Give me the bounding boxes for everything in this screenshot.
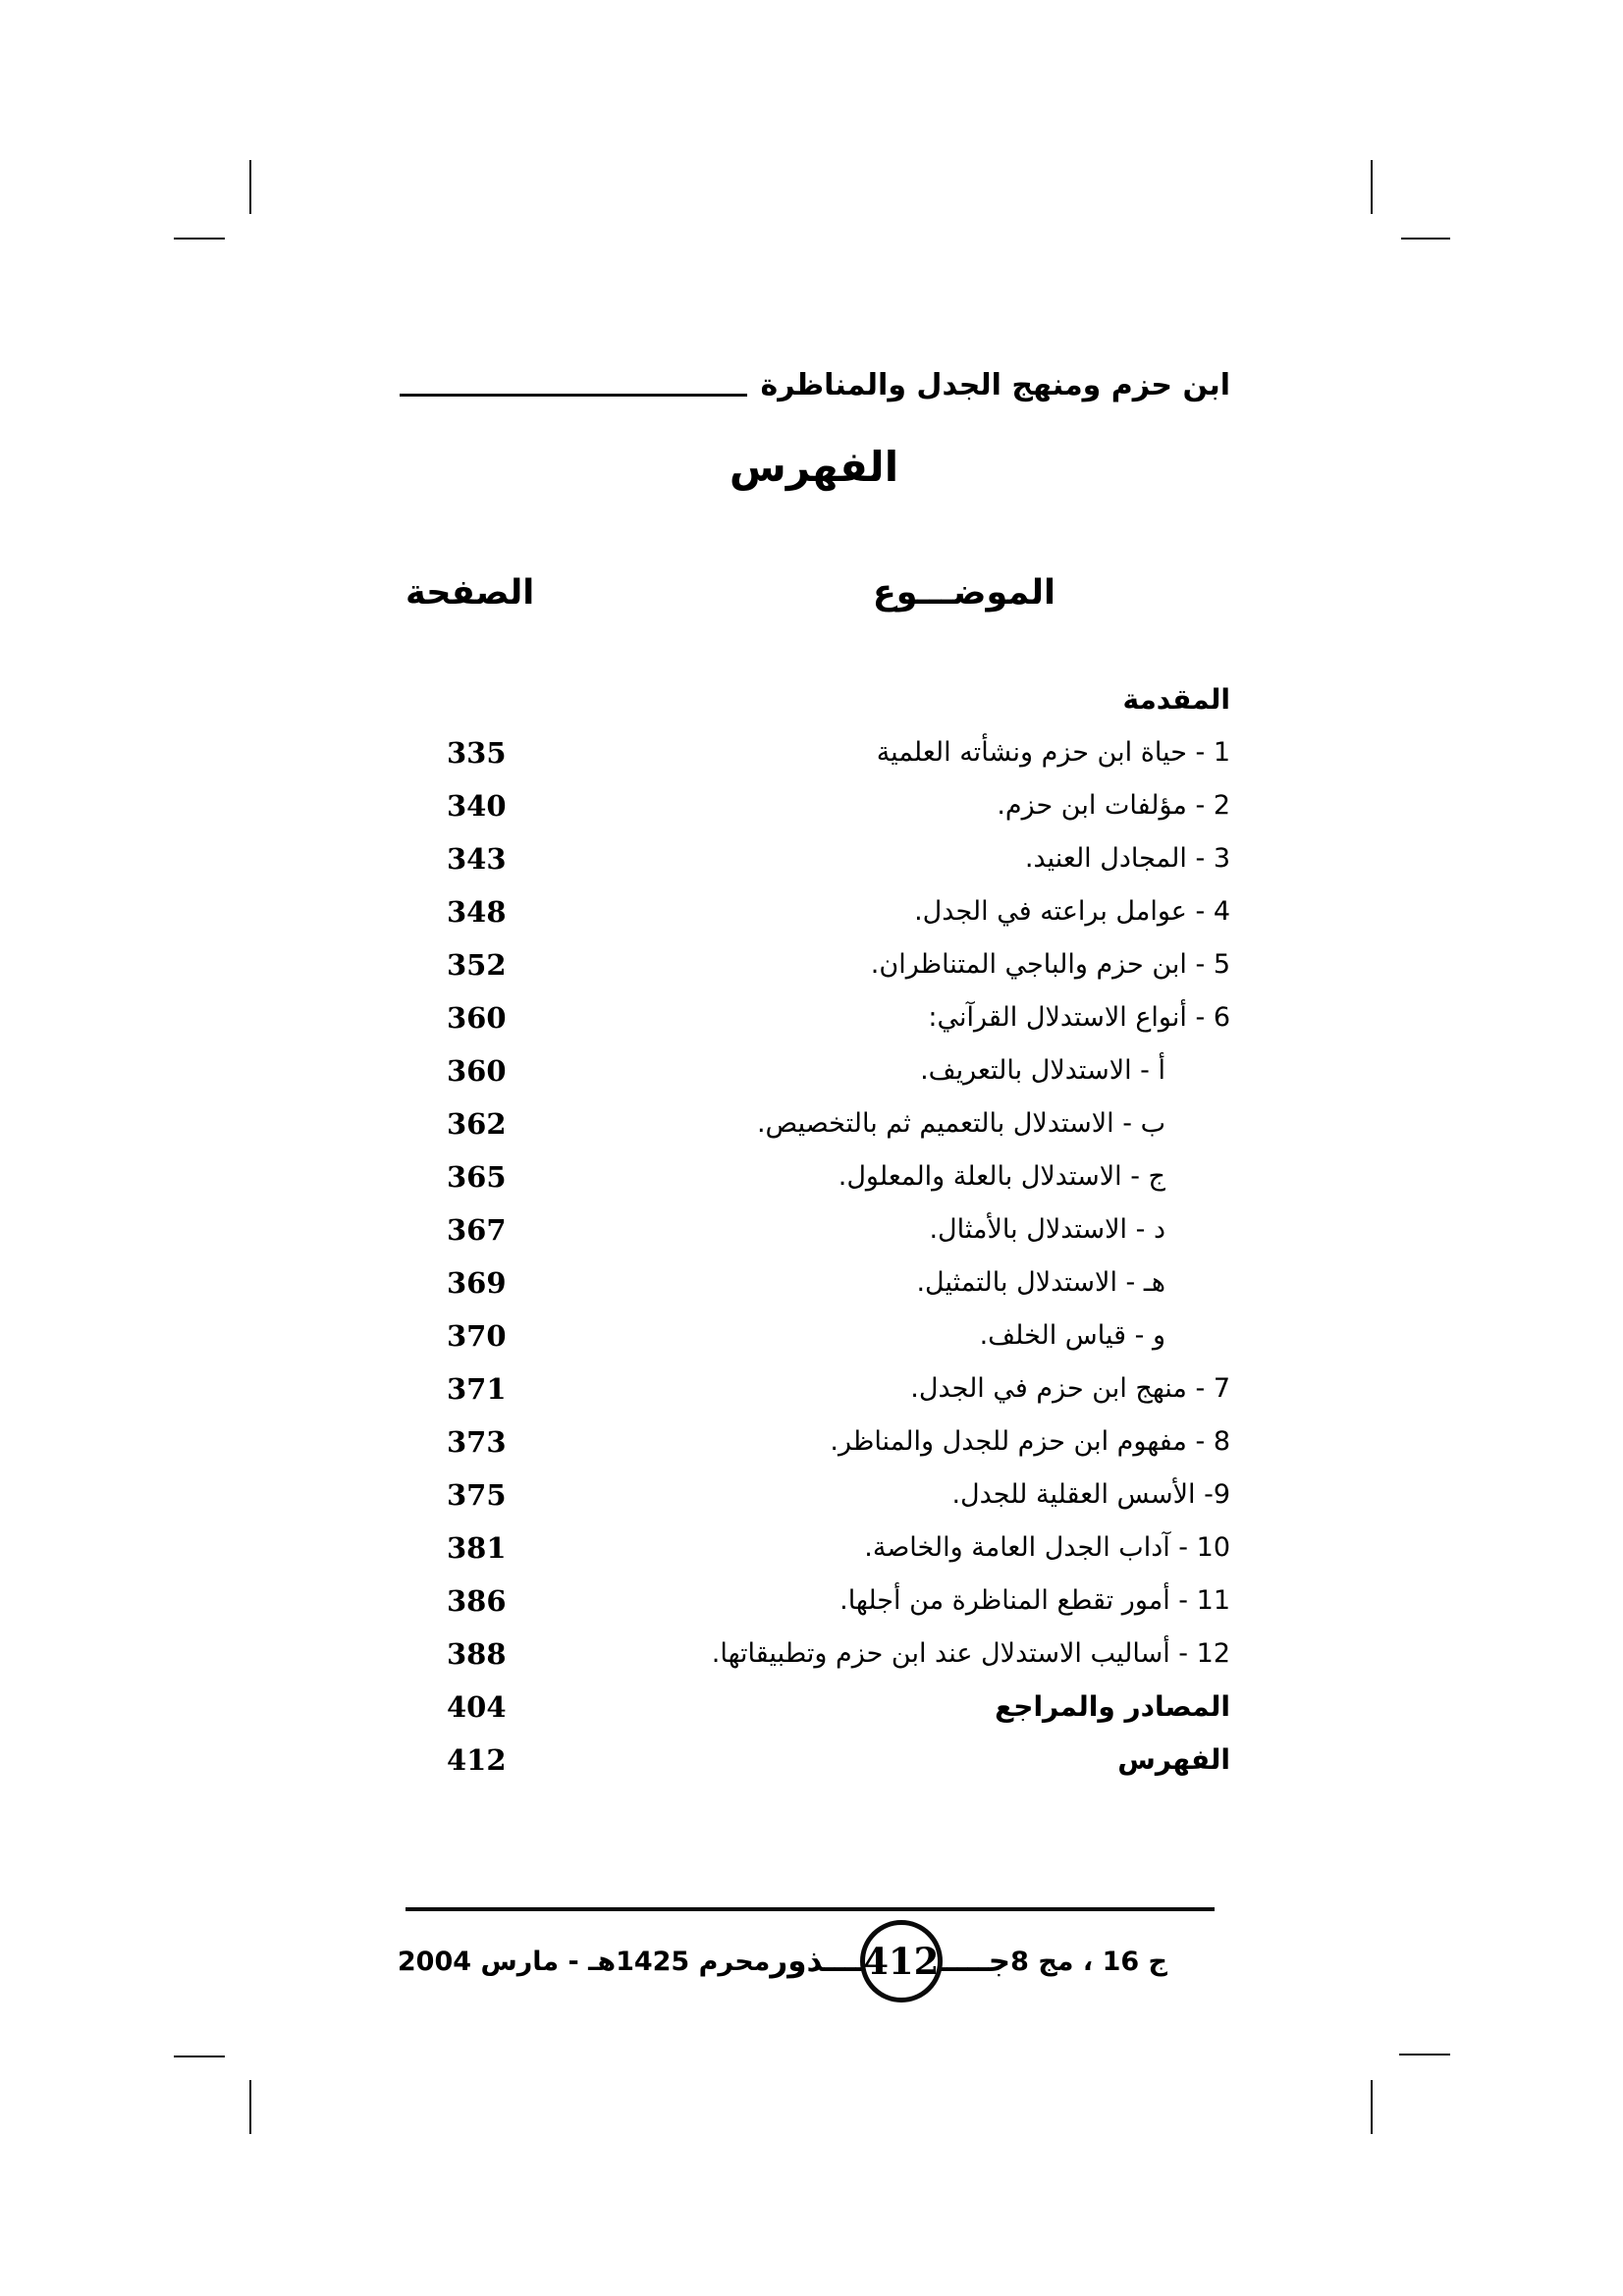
toc-item-label: 7 - منهج ابن حزم في الجدل. xyxy=(910,1372,1230,1404)
toc-page-number: 365 xyxy=(447,1159,507,1194)
toc-row: د - الاستدلال بالأمثال. 367 xyxy=(398,1203,1230,1256)
toc-row: المصادر والمراجع 404 xyxy=(398,1681,1230,1734)
toc-row: 4 - عوامل براعته في الجدل. 348 xyxy=(398,885,1230,938)
toc-item-label: 6 - أنواع الاستدلال القرآني: xyxy=(928,1001,1230,1033)
toc-page-number: 388 xyxy=(447,1636,507,1671)
journal-name-left-part: ــــذور xyxy=(770,1943,866,1979)
toc-row: 1 - حياة ابن حزم ونشأته العلمية 335 xyxy=(398,726,1230,779)
page-number-circle: 412 xyxy=(859,1920,943,2002)
toc-list: المقدمة 1 - حياة ابن حزم ونشأته العلمية … xyxy=(398,673,1230,1787)
toc-item-label: 5 - ابن حزم والباجي المتناظران. xyxy=(870,948,1230,980)
toc-page-number: 375 xyxy=(447,1477,507,1512)
toc-row: 5 - ابن حزم والباجي المتناظران. 352 xyxy=(398,938,1230,991)
toc-column-headers: الموضـــوع الصفحة xyxy=(398,571,1230,634)
toc-row: أ - الاستدلال بالتعريف. 360 xyxy=(398,1044,1230,1097)
crop-mark-top-left-horizontal xyxy=(174,238,225,240)
toc-row: 8 - مفهوم ابن حزم للجدل والمناظر. 373 xyxy=(398,1415,1230,1468)
running-head-rule xyxy=(400,393,747,397)
toc-page-number: 335 xyxy=(447,735,507,770)
toc-row: 11 - أمور تقطع المناظرة من أجلها. 386 xyxy=(398,1575,1230,1628)
toc-page-number: 371 xyxy=(447,1371,507,1406)
toc-row: الفهرس 412 xyxy=(398,1734,1230,1787)
toc-row: 10 - آداب الجدل العامة والخاصة. 381 xyxy=(398,1522,1230,1575)
crop-mark-bottom-left-vertical xyxy=(249,2080,251,2134)
toc-row: ج - الاستدلال بالعلة والمعلول. 365 xyxy=(398,1150,1230,1203)
toc-page-number: 386 xyxy=(447,1583,507,1618)
toc-row: 3 - المجادل العنيد. 343 xyxy=(398,832,1230,885)
toc-page-number: 343 xyxy=(447,841,507,876)
column-header-subject: الموضـــوع xyxy=(872,573,1055,613)
footer-volume-issue: ج 16 ، مج 8 xyxy=(1010,1946,1167,1977)
toc-item-label: الفهرس xyxy=(1117,1743,1230,1777)
toc-item-label: ج - الاستدلال بالعلة والمعلول. xyxy=(838,1160,1165,1192)
toc-item-label: 1 - حياة ابن حزم ونشأته العلمية xyxy=(876,736,1230,768)
toc-item-label: ب - الاستدلال بالتعميم ثم بالتخصيص. xyxy=(756,1107,1165,1139)
crop-mark-top-left-vertical xyxy=(249,160,251,214)
crop-mark-bottom-right-horizontal xyxy=(1399,2054,1450,2056)
toc-page-number: 367 xyxy=(447,1212,507,1247)
book-title: ابن حزم ومنهج الجدل والمناظرة xyxy=(760,368,1230,402)
toc-item-label: 2 - مؤلفات ابن حزم. xyxy=(997,789,1230,821)
toc-item-label: أ - الاستدلال بالتعريف. xyxy=(920,1054,1165,1086)
toc-item-label: 8 - مفهوم ابن حزم للجدل والمناظر. xyxy=(830,1425,1230,1457)
toc-item-label: و - قياس الخلف. xyxy=(979,1319,1165,1351)
toc-page-number: 360 xyxy=(447,1053,507,1088)
toc-row: 9- الأسس العقلية للجدل. 375 xyxy=(398,1468,1230,1522)
page-title: الفهرس xyxy=(729,443,899,491)
crop-mark-bottom-left-horizontal xyxy=(174,2056,225,2057)
toc-row: 2 - مؤلفات ابن حزم. 340 xyxy=(398,779,1230,832)
column-header-page: الصفحة xyxy=(406,573,535,613)
toc-page-number: 369 xyxy=(447,1265,507,1300)
crop-mark-bottom-right-vertical xyxy=(1371,2080,1373,2134)
toc-page-number: 370 xyxy=(447,1318,507,1353)
toc-row: 6 - أنواع الاستدلال القرآني: 360 xyxy=(398,991,1230,1044)
toc-item-label: 11 - أمور تقطع المناظرة من أجلها. xyxy=(839,1584,1230,1616)
toc-item-label: المصادر والمراجع xyxy=(995,1690,1230,1724)
toc-page-number: 360 xyxy=(447,1000,507,1035)
toc-page-number: 373 xyxy=(447,1424,507,1459)
toc-row: المقدمة xyxy=(398,673,1230,726)
toc-page-number: 412 xyxy=(447,1742,507,1777)
toc-item-label: هـ - الاستدلال بالتمثيل. xyxy=(916,1266,1165,1298)
toc-page-number: 352 xyxy=(447,947,507,982)
journal-name-right-part: جـــــ xyxy=(936,1943,1011,1979)
footer-rule xyxy=(406,1907,1215,1911)
footer-date: محرم 1425هـ - مارس 2004 xyxy=(397,1946,771,1977)
toc-row: و - قياس الخلف. 370 xyxy=(398,1309,1230,1362)
crop-mark-top-right-vertical xyxy=(1371,160,1373,214)
journal-footer: ج 16 ، مج 8 جـــــ 412 ــــذور محرم 1425… xyxy=(398,1919,1230,2003)
toc-item-label: 12 - أساليب الاستدلال عند ابن حزم وتطبيق… xyxy=(711,1637,1230,1669)
toc-item-label: 10 - آداب الجدل العامة والخاصة. xyxy=(864,1531,1230,1563)
toc-row: هـ - الاستدلال بالتمثيل. 369 xyxy=(398,1256,1230,1309)
running-head: ابن حزم ومنهج الجدل والمناظرة xyxy=(398,361,1230,410)
toc-page-number: 362 xyxy=(447,1106,507,1141)
toc-page-number: 340 xyxy=(447,788,507,823)
toc-page-number: 381 xyxy=(447,1530,507,1565)
toc-page-number: 404 xyxy=(447,1689,507,1724)
toc-row: 12 - أساليب الاستدلال عند ابن حزم وتطبيق… xyxy=(398,1628,1230,1681)
toc-row: ب - الاستدلال بالتعميم ثم بالتخصيص. 362 xyxy=(398,1097,1230,1150)
toc-item-label: 4 - عوامل براعته في الجدل. xyxy=(914,895,1230,927)
journal-name-with-page-number: جـــــ 412 ــــذور xyxy=(770,1920,1010,2002)
toc-page-number: 348 xyxy=(447,894,507,929)
toc-item-label: 9- الأسس العقلية للجدل. xyxy=(951,1478,1230,1510)
toc-item-label: د - الاستدلال بالأمثال. xyxy=(929,1213,1165,1245)
toc-item-label: 3 - المجادل العنيد. xyxy=(1024,842,1230,874)
toc-item-label: المقدمة xyxy=(1122,683,1230,717)
crop-mark-top-right-horizontal xyxy=(1401,238,1450,240)
toc-row: 7 - منهج ابن حزم في الجدل. 371 xyxy=(398,1362,1230,1415)
